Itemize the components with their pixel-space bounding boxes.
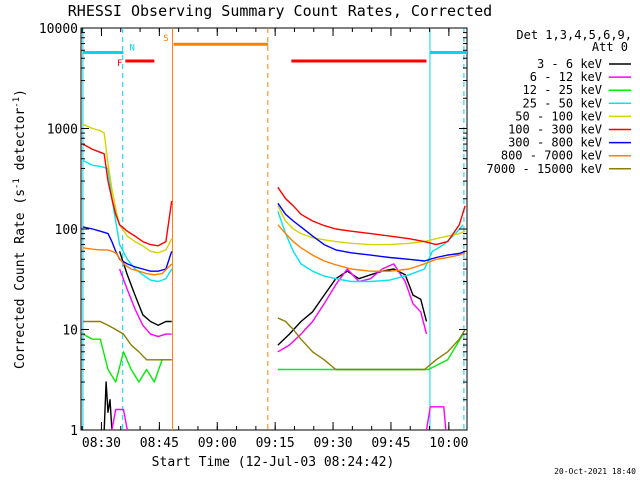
flag-label: S (163, 34, 168, 44)
series-line (82, 123, 173, 254)
x-axis-label: Start Time (12-Jul-03 08:24:42) (152, 455, 395, 470)
x-tick-label: 09:30 (313, 436, 352, 451)
legend-label: 800 - 7000 keV (501, 149, 602, 163)
y-axis: 1 10 100 1000 10000 (39, 22, 467, 439)
series-group (82, 123, 466, 431)
y-tick-label: 10000 (39, 22, 78, 37)
y-axis-label-main: Corrected Count Rate (s (13, 189, 28, 369)
series-line (277, 211, 464, 283)
legend-label: 50 - 100 keV (515, 109, 602, 123)
series-line (277, 205, 466, 246)
legend-label: 6 - 12 keV (530, 70, 602, 84)
x-axis: 08:30 08:45 09:00 09:15 09:30 09:45 10:00 (81, 28, 468, 451)
legend-label: 7000 - 15000 keV (486, 162, 602, 176)
series-line (103, 381, 113, 431)
x-tick-label: 09:15 (256, 436, 295, 451)
series-line (277, 268, 428, 346)
y-tick-label: 10 (62, 324, 78, 339)
x-tick-label: 09:00 (198, 436, 237, 451)
y-axis-label-sup2: -1 (12, 97, 22, 108)
chart-title: RHESSI Observing Summary Count Rates, Co… (68, 2, 492, 20)
series-line (277, 202, 466, 262)
y-tick-label: 1 (70, 424, 78, 439)
flag-label: N (129, 44, 134, 54)
series-line (425, 406, 447, 431)
series-line (277, 333, 464, 371)
y-axis-label-mid: detector (13, 108, 28, 179)
series-line (277, 224, 466, 272)
x-tick-label: 09:45 (371, 436, 410, 451)
series-line (118, 251, 172, 326)
series-line (82, 247, 173, 276)
y-axis-label-sup1: -1 (12, 178, 22, 189)
flag-bars: NF S (82, 34, 467, 69)
series-line (82, 226, 173, 272)
flag-label: F (117, 59, 122, 69)
footer-date: 20-Oct-2021 18:40 (554, 467, 636, 476)
series-line (111, 408, 128, 431)
series-line (82, 333, 172, 383)
series-line (118, 268, 172, 338)
legend-label: 12 - 25 keV (523, 83, 602, 97)
series-line (82, 143, 173, 247)
series-line (82, 320, 172, 361)
legend-label: 100 - 300 keV (508, 123, 602, 137)
x-tick-label: 08:45 (140, 436, 179, 451)
legend-label: 25 - 50 keV (523, 96, 602, 110)
legend-label: 300 - 800 keV (508, 136, 602, 150)
x-tick-label: 10:00 (429, 436, 468, 451)
y-axis-label-end: ) (13, 89, 28, 97)
interval-lines (82, 28, 465, 430)
y-axis-label: Corrected Count Rate (s-1 detector-1) (12, 89, 28, 369)
x-tick-label: 08:30 (82, 436, 121, 451)
y-tick-label: 100 (55, 223, 78, 238)
y-tick-label: 1000 (47, 123, 78, 138)
plot-area: NF S 1 10 100 1000 10000 08:30 08:45 09:00 09:15… (39, 22, 469, 451)
series-line (82, 159, 173, 283)
legend-label: 3 - 6 keV (537, 57, 602, 71)
legend-header-line1: Det 1,3,4,5,6,9, (516, 28, 632, 42)
series-line (277, 317, 466, 371)
series-line (277, 186, 466, 246)
legend-header-line2: Att 0 (592, 40, 628, 54)
